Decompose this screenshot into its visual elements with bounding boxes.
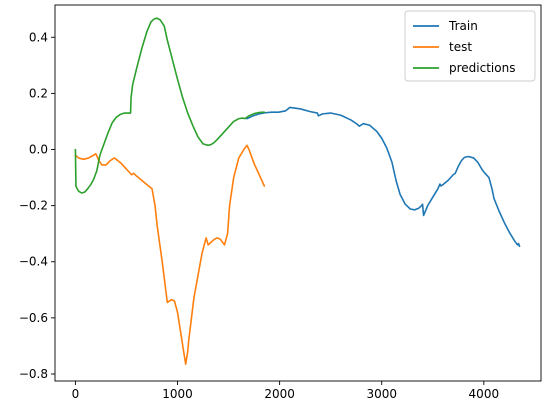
y-tick-label: −0.4 <box>19 255 48 269</box>
x-axis: 0 1000 2000 3000 4000 <box>72 381 499 401</box>
legend-box <box>404 10 536 82</box>
series-line-train <box>246 106 521 248</box>
x-tick-label: 2000 <box>264 387 295 401</box>
series-line-test <box>74 144 266 365</box>
x-tick-label: 1000 <box>162 387 193 401</box>
axes-frame <box>54 4 542 382</box>
legend-label-train: Train <box>448 19 478 33</box>
x-tick-label: 4000 <box>469 387 500 401</box>
series-line-predictions <box>74 17 266 194</box>
legend-label-test: test <box>449 40 472 54</box>
y-tick-label: −0.6 <box>19 311 48 325</box>
y-tick-label: 0.2 <box>29 86 48 100</box>
y-axis: −0.8 −0.6 −0.4 −0.2 0.0 0.2 0.4 <box>19 30 55 381</box>
series-layer <box>74 17 521 365</box>
legend: Train test predictions <box>404 10 536 82</box>
x-tick-label: 0 <box>72 387 80 401</box>
legend-label-predictions: predictions <box>449 61 515 75</box>
x-tick-label: 3000 <box>366 387 397 401</box>
y-tick-label: 0.0 <box>29 143 48 157</box>
y-tick-label: −0.2 <box>19 199 48 213</box>
y-tick-label: −0.8 <box>19 367 48 381</box>
y-tick-label: 0.4 <box>29 30 48 44</box>
